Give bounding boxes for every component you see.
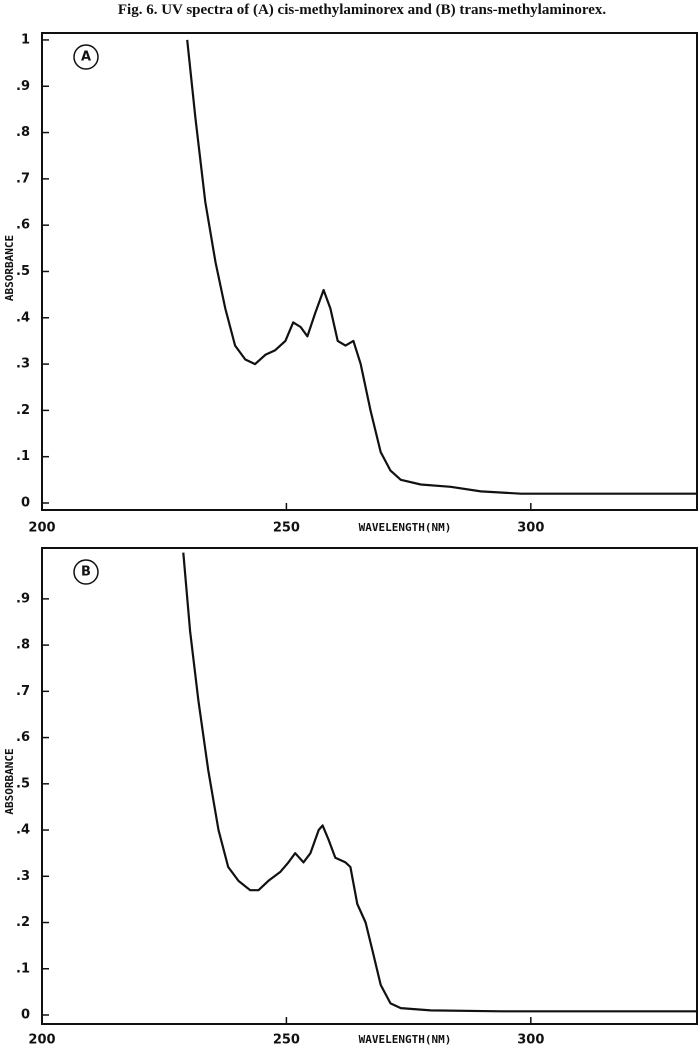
x-tick-label: 200 — [28, 1033, 55, 1048]
y-tick-label: 0 — [21, 1008, 30, 1023]
panel-badge — [73, 559, 99, 585]
spectrum-line — [186, 39, 697, 495]
y-tick-label: .5 — [16, 776, 30, 791]
x-tick-label: 300 — [517, 521, 544, 536]
x-axis-label: WAVELENGTH(NM) — [359, 521, 452, 534]
y-tick-label: .6 — [16, 218, 30, 233]
y-tick-label: .2 — [16, 403, 30, 418]
y-tick-label: 1 — [21, 32, 30, 47]
y-tick-label: .9 — [16, 79, 30, 94]
y-tick-label: .6 — [16, 730, 30, 745]
y-tick-label: .9 — [16, 591, 30, 606]
plot-frame — [41, 32, 698, 511]
y-tick-label: .3 — [16, 869, 30, 884]
y-tick-label: .7 — [16, 171, 30, 186]
y-tick-label: .7 — [16, 684, 30, 699]
y-tick-label: .2 — [16, 915, 30, 930]
x-tick-label: 300 — [517, 1033, 544, 1048]
y-axis-label: ABSORBANCE — [3, 748, 16, 814]
y-tick-label: .3 — [16, 357, 30, 372]
y-tick-label: .1 — [16, 961, 30, 976]
panel-label: A — [81, 50, 91, 65]
y-tick-label: .4 — [16, 823, 30, 838]
panel-label: B — [81, 565, 91, 580]
y-tick-label: .8 — [16, 125, 30, 140]
x-tick-label: 200 — [28, 521, 55, 536]
y-tick-label: 0 — [21, 496, 30, 511]
y-tick-label: .8 — [16, 638, 30, 653]
y-tick-label: .5 — [16, 264, 30, 279]
plot-frame — [41, 547, 698, 1025]
y-axis-label: ABSORBANCE — [3, 235, 16, 301]
y-tick-label: .1 — [16, 449, 30, 464]
x-axis-label: WAVELENGTH(NM) — [359, 1033, 452, 1046]
figure-title: Fig. 6. UV spectra of (A) cis-methylamin… — [118, 2, 607, 18]
spectrum-line — [182, 552, 697, 1013]
panel-badge — [73, 44, 99, 70]
x-tick-label: 250 — [273, 521, 300, 536]
x-tick-label: 250 — [273, 1033, 300, 1048]
y-tick-label: .4 — [16, 310, 30, 325]
